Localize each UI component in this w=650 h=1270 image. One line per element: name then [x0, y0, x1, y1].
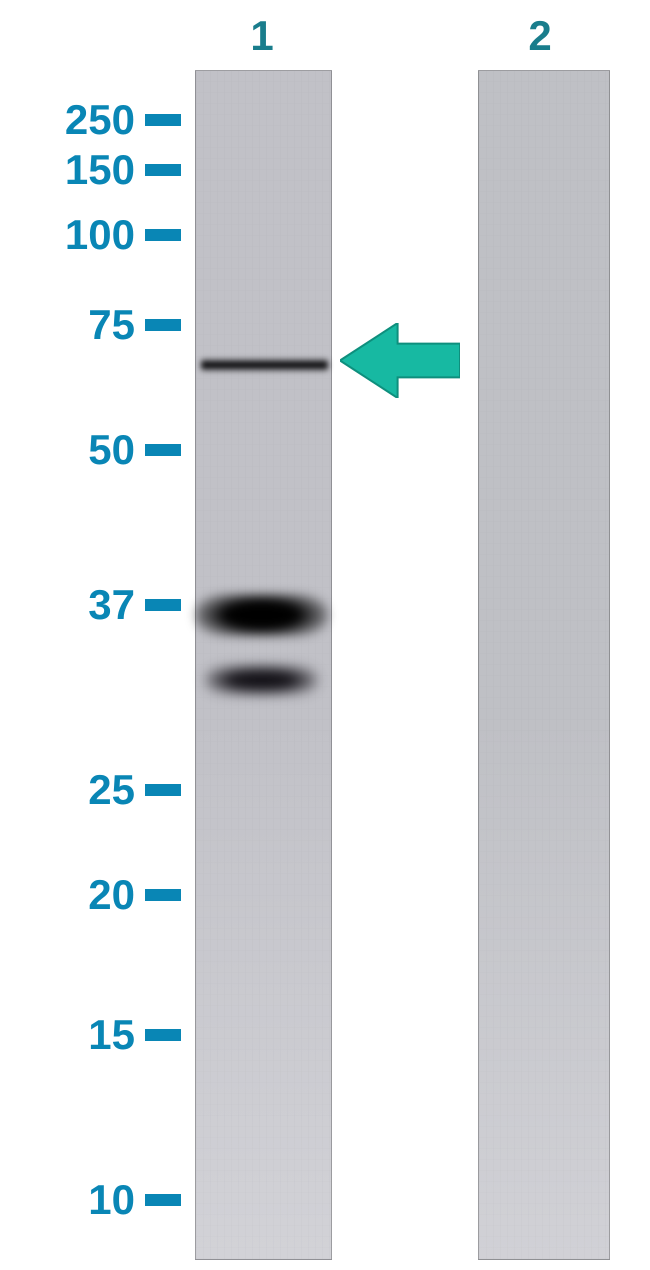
band-lane-1-1	[195, 594, 328, 636]
mw-label-250: 250	[0, 99, 135, 141]
mw-tick-150	[145, 164, 181, 176]
mw-label-20: 20	[0, 874, 135, 916]
mw-label-37: 37	[0, 584, 135, 626]
mw-tick-15	[145, 1029, 181, 1041]
mw-tick-20	[145, 889, 181, 901]
mw-tick-75	[145, 319, 181, 331]
mw-label-100: 100	[0, 214, 135, 256]
target-band-arrow-icon	[340, 323, 460, 398]
mw-tick-100	[145, 229, 181, 241]
band-lane-1-2	[205, 666, 318, 694]
mw-label-25: 25	[0, 769, 135, 811]
blot-canvas: 1 2 250 150 100 75 50 37 25 20 15 10	[0, 0, 650, 1270]
mw-label-50: 50	[0, 429, 135, 471]
lane-header-2: 2	[510, 12, 570, 60]
mw-tick-250	[145, 114, 181, 126]
mw-label-15: 15	[0, 1014, 135, 1056]
mw-tick-25	[145, 784, 181, 796]
lane-header-1: 1	[232, 12, 292, 60]
lane-2	[478, 70, 610, 1260]
mw-label-10: 10	[0, 1179, 135, 1221]
band-lane-1-0	[201, 358, 328, 372]
mw-label-75: 75	[0, 304, 135, 346]
mw-label-150: 150	[0, 149, 135, 191]
mw-tick-10	[145, 1194, 181, 1206]
mw-tick-37	[145, 599, 181, 611]
mw-tick-50	[145, 444, 181, 456]
lane-1	[195, 70, 332, 1260]
